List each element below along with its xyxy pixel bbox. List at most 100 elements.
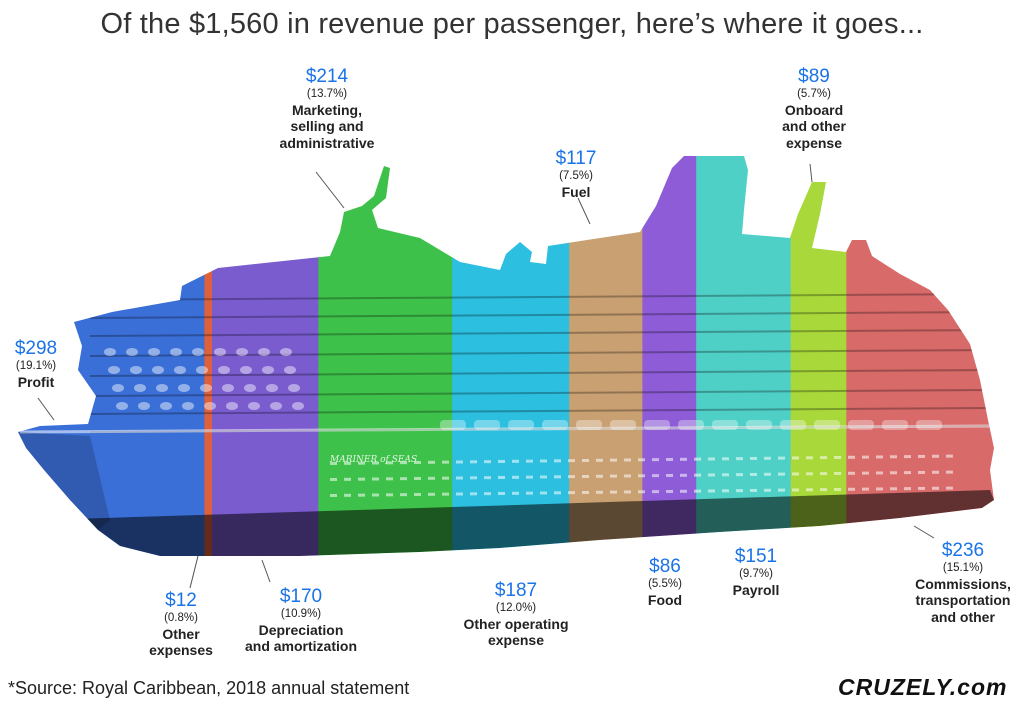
porthole <box>932 470 939 474</box>
porthole <box>820 488 827 492</box>
porthole <box>736 489 743 493</box>
bow-window <box>130 366 142 374</box>
porthole <box>372 477 379 481</box>
other-operating-percent: (12.0%) <box>495 602 537 615</box>
porthole <box>400 493 407 497</box>
porthole <box>932 486 939 490</box>
bow-window <box>138 402 150 410</box>
porthole <box>526 491 533 495</box>
lifeboat <box>440 420 466 430</box>
porthole <box>596 490 603 494</box>
porthole <box>596 474 603 478</box>
bow-window <box>200 384 212 392</box>
porthole <box>470 492 477 496</box>
bow-window <box>292 402 304 410</box>
bow-window <box>222 384 234 392</box>
lifeboat <box>576 420 602 430</box>
lifeboat <box>678 420 704 430</box>
porthole <box>806 472 813 476</box>
label-fuel: $117 (7.5%) Fuel <box>536 148 616 200</box>
porthole <box>638 474 645 478</box>
porthole <box>862 487 869 491</box>
porthole <box>722 489 729 493</box>
porthole <box>862 471 869 475</box>
label-other-expenses: $12 (0.8%) Other expenses <box>136 590 226 659</box>
other-expenses-amount: $12 <box>165 590 197 611</box>
porthole <box>890 471 897 475</box>
porthole <box>540 459 547 463</box>
payroll-percent: (9.7%) <box>739 568 773 581</box>
porthole <box>582 458 589 462</box>
porthole <box>358 477 365 481</box>
porthole <box>456 492 463 496</box>
bow-window <box>284 366 296 374</box>
band-depreciation <box>211 156 319 556</box>
porthole <box>386 477 393 481</box>
porthole <box>624 490 631 494</box>
hull-waterline <box>40 490 994 556</box>
bow-shade <box>18 432 110 530</box>
payroll-name: Payroll <box>732 581 780 598</box>
food-amount: $86 <box>649 556 681 577</box>
depreciation-amount: $170 <box>279 586 323 607</box>
marketing-name-3: administrative <box>279 135 375 151</box>
porthole <box>932 454 939 458</box>
other-operating-name-1: Other operating <box>463 615 569 632</box>
bow-window <box>280 348 292 356</box>
porthole <box>568 491 575 495</box>
porthole <box>792 488 799 492</box>
profit-name: Profit <box>17 373 55 390</box>
profit-amount: $298 <box>14 338 58 359</box>
lifeboat <box>848 420 874 430</box>
porthole <box>344 493 351 497</box>
porthole <box>708 473 715 477</box>
main-deck-line <box>19 424 994 434</box>
porthole <box>624 474 631 478</box>
porthole <box>484 460 491 464</box>
bow-window <box>270 402 282 410</box>
fuel-percent: (7.5%) <box>559 170 593 183</box>
porthole <box>722 457 729 461</box>
label-commissions: $236 (15.1%) Commissions, transportation… <box>904 540 1022 626</box>
bow-window <box>236 348 248 356</box>
porthole <box>680 457 687 461</box>
porthole <box>400 461 407 465</box>
porthole <box>414 460 421 464</box>
depreciation-name-1: Depreciation <box>258 621 344 638</box>
bow-window <box>170 348 182 356</box>
porthole <box>918 486 925 490</box>
deck-line <box>89 349 991 357</box>
label-profit: $298 (19.1%) Profit <box>0 338 72 390</box>
porthole <box>386 461 393 465</box>
label-other-operating: $187 (12.0%) Other operating expense <box>446 580 586 649</box>
porthole <box>428 492 435 496</box>
lifeboat <box>814 420 840 430</box>
lifeboat <box>712 420 738 430</box>
porthole <box>554 475 561 479</box>
commissions-name-2: transportation <box>915 592 1011 609</box>
porthole <box>708 457 715 461</box>
porthole <box>498 475 505 479</box>
porthole <box>918 470 925 474</box>
commissions-name-1: Commissions, <box>915 575 1011 592</box>
porthole <box>946 486 953 490</box>
porthole <box>568 459 575 463</box>
porthole <box>512 491 519 495</box>
bow-window <box>288 384 300 392</box>
porthole <box>876 487 883 491</box>
porthole <box>876 455 883 459</box>
lifeboat <box>610 420 636 430</box>
porthole <box>526 459 533 463</box>
lifeboat <box>916 420 942 430</box>
porthole <box>442 460 449 464</box>
porthole <box>512 459 519 463</box>
porthole <box>694 473 701 477</box>
lifeboat <box>780 420 806 430</box>
porthole <box>386 493 393 497</box>
porthole <box>372 493 379 497</box>
porthole <box>456 460 463 464</box>
porthole <box>442 492 449 496</box>
bow-window <box>156 384 168 392</box>
depreciation-percent: (10.9%) <box>280 608 322 621</box>
porthole <box>806 488 813 492</box>
